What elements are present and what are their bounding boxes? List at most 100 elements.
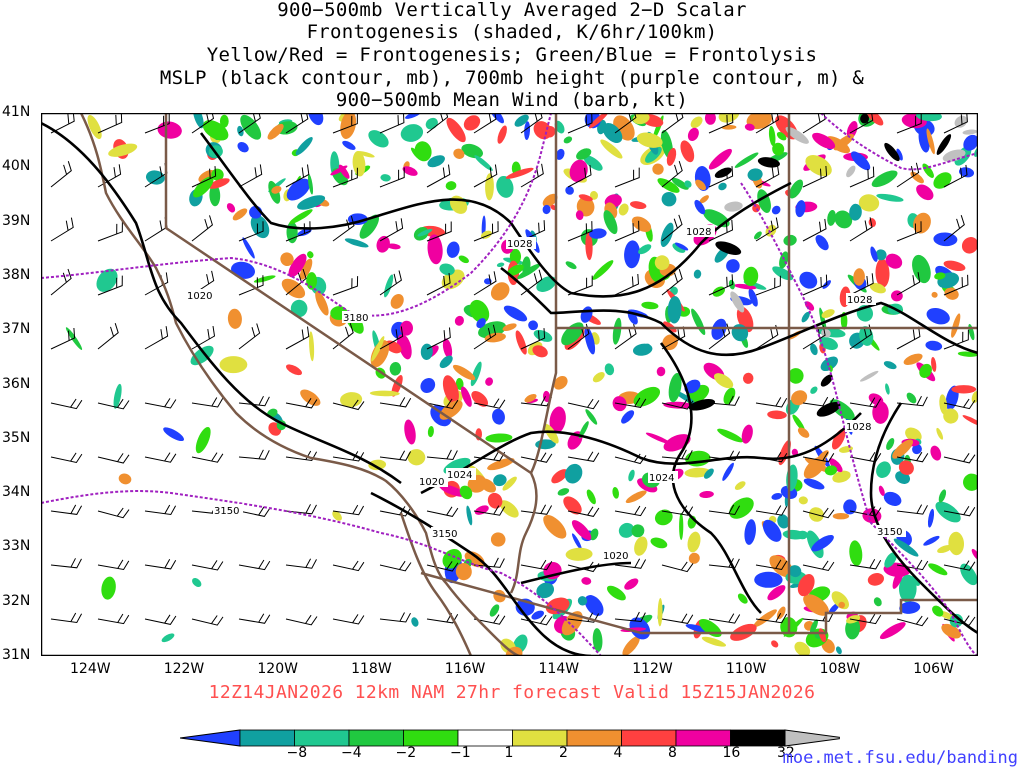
- shade-cell: [306, 272, 318, 290]
- wind-barb: [473, 614, 506, 625]
- shade-cell: [407, 449, 426, 466]
- shade-cell: [791, 390, 808, 406]
- height-label: 3150: [877, 527, 902, 538]
- shade-cell: [734, 152, 759, 168]
- wind-barb: [332, 167, 358, 188]
- shade-cell: [524, 121, 531, 140]
- shade-cell: [503, 305, 528, 322]
- shade-cell: [737, 593, 748, 604]
- shade-cell: [674, 242, 689, 251]
- shade-cell: [767, 410, 787, 420]
- shade-cell: [563, 136, 573, 144]
- wind-barb: [567, 221, 593, 242]
- wind-barb: [97, 453, 130, 464]
- wind-barb: [802, 451, 835, 463]
- shade-cell: [227, 308, 242, 329]
- wind-barb: [50, 327, 76, 350]
- shade-cell: [307, 251, 314, 259]
- wind-barb: [614, 220, 640, 242]
- shade-cell: [299, 258, 313, 280]
- wind-barb: [285, 164, 310, 188]
- shade-cell: [713, 373, 734, 389]
- title-line-4: MSLP (black contour, mb), 700mb height (…: [159, 67, 865, 89]
- shade-cell: [941, 623, 962, 639]
- shade-cell: [476, 318, 486, 329]
- shade-cell: [290, 299, 308, 318]
- shade-cell: [801, 311, 810, 323]
- shade-cell: [926, 307, 950, 325]
- wind-barb: [426, 113, 449, 134]
- shade-cell: [715, 241, 742, 255]
- shade-cell: [368, 130, 389, 148]
- mslp-label: 1028: [846, 422, 871, 433]
- wind-barb: [191, 560, 224, 571]
- shade-cell: [410, 147, 422, 161]
- wind-barb: [144, 113, 170, 134]
- wind-barb: [285, 268, 307, 296]
- shade-cell: [586, 489, 596, 505]
- wind-barb: [97, 323, 119, 350]
- wind-barb: [191, 215, 213, 242]
- shade-cell: [633, 386, 661, 407]
- shade-cell: [545, 597, 570, 615]
- wind-barb: [943, 329, 969, 350]
- colorbar-segment: [457, 729, 513, 747]
- wind-barb: [896, 326, 921, 350]
- wind-barb: [567, 164, 592, 188]
- colorbar-segment: [348, 729, 404, 747]
- shade-cell: [829, 458, 843, 473]
- shade-cell: [832, 470, 851, 483]
- colorbar-tick-label: −8: [286, 745, 308, 761]
- wind-barb: [285, 326, 310, 350]
- shade-cell: [938, 489, 947, 503]
- shade-cell: [699, 195, 709, 204]
- mslp-label: 1020: [603, 551, 628, 562]
- wind-barb: [849, 559, 882, 570]
- shade-cell: [951, 313, 961, 338]
- wind-barb: [97, 613, 130, 625]
- shade-cell: [108, 143, 138, 157]
- lat-tick-label: 34N: [2, 484, 31, 501]
- wind-barb: [802, 113, 826, 134]
- shade-cell: [514, 114, 529, 127]
- shade-cell: [575, 210, 584, 221]
- shade-cell: [679, 512, 684, 541]
- shade-cell: [873, 597, 882, 607]
- shade-cell: [630, 201, 647, 210]
- shade-cell: [641, 301, 659, 310]
- shade-cell: [718, 113, 740, 123]
- shade-cell: [886, 438, 895, 450]
- baja-coast: [399, 512, 473, 656]
- shade-cell: [875, 258, 890, 288]
- wind-barb: [802, 274, 828, 296]
- wind-barb: [661, 214, 683, 242]
- shade-cell: [744, 123, 755, 131]
- mslp-contours: [41, 121, 978, 656]
- shade-cell: [309, 331, 315, 362]
- shade-cell: [838, 601, 846, 609]
- shade-cell: [307, 174, 314, 195]
- colorbar-tick-label: 4: [613, 745, 623, 761]
- wind-barb: [379, 397, 412, 408]
- wind-barb: [708, 395, 740, 406]
- colorbar-segment: [730, 729, 786, 747]
- wind-barb: [896, 272, 921, 296]
- shade-cell: [576, 148, 592, 160]
- wind-barb: [943, 453, 976, 464]
- shade-cell: [496, 262, 505, 268]
- shade-cell: [936, 134, 952, 155]
- shade-cell: [330, 165, 348, 176]
- shade-cell: [690, 116, 703, 129]
- shade-cell: [584, 595, 604, 616]
- shade-cell: [634, 536, 648, 556]
- shade-cell: [899, 601, 921, 614]
- shade-cell: [455, 378, 464, 390]
- wind-barb: [191, 326, 216, 350]
- shade-cell: [563, 496, 582, 515]
- shade-cell: [701, 636, 727, 647]
- shade-cell: [446, 241, 460, 258]
- shade-cell: [943, 408, 959, 424]
- title-line-3: Yellow/Red = Frontogenesis; Green/Blue =…: [206, 44, 818, 66]
- colorbar-tick-label: 1: [504, 745, 514, 761]
- credit-url[interactable]: moe.met.fsu.edu/banding: [782, 748, 1018, 768]
